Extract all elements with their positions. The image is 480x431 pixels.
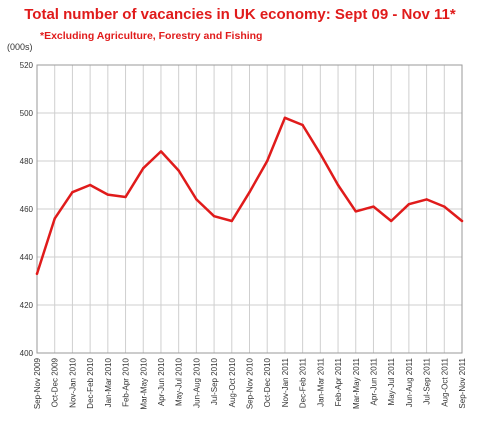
x-tick-label: Mar-May 2011 — [352, 357, 361, 409]
x-tick-label: Sep-Nov 2010 — [246, 357, 255, 409]
data-point — [35, 272, 39, 275]
data-point — [212, 215, 216, 218]
chart-title: Total number of vacancies in UK economy:… — [24, 6, 456, 23]
x-tick-label: Apr-Jun 2010 — [157, 357, 166, 406]
gridlines — [36, 64, 463, 354]
x-tick-label: Feb-Apr 2011 — [334, 357, 343, 406]
data-point — [407, 203, 411, 206]
x-tick-label: Dec-Feb 2010 — [86, 357, 95, 408]
data-point — [460, 219, 464, 223]
x-tick-label: Jan-Mar 2010 — [104, 357, 113, 407]
data-point — [283, 116, 287, 120]
data-point — [301, 123, 304, 127]
x-tick-label: Jun-Aug 2010 — [192, 357, 201, 407]
x-tick-label: Aug-Oct 2011 — [440, 357, 449, 406]
y-tick-label: 520 — [20, 61, 34, 70]
data-point — [230, 219, 233, 223]
x-tick-label: Aug-Oct 2010 — [228, 357, 237, 407]
data-point — [372, 205, 375, 208]
x-tick-label: Feb-Apr 2010 — [122, 357, 131, 406]
x-tick-label: Jul-Sep 2011 — [423, 357, 432, 404]
x-tick-label: Oct-Dec 2010 — [263, 357, 272, 407]
y-tick-label: 440 — [20, 253, 34, 262]
x-tick-label: May-Jul 2011 — [387, 357, 396, 405]
data-point — [319, 152, 322, 155]
y-tick-label: 500 — [20, 109, 34, 118]
y-axis-unit-label: (000s) — [7, 42, 33, 52]
x-tick-label: Sep-Nov 2009 — [33, 357, 42, 409]
data-point — [71, 191, 74, 194]
data-point — [248, 191, 251, 194]
data-point — [124, 195, 127, 199]
x-tick-label: Nov-Jan 2011 — [281, 357, 290, 407]
data-point — [159, 150, 163, 153]
data-point — [195, 198, 198, 201]
plot-area — [36, 64, 463, 354]
x-tick-label: Sep-Nov 2011 — [458, 357, 467, 408]
data-point — [53, 217, 56, 220]
y-axis-ticks: 400 420 440 460 480 500 520 — [20, 61, 34, 358]
series-group — [35, 116, 464, 276]
y-tick-label: 460 — [20, 205, 34, 214]
data-point — [177, 169, 180, 172]
data-point — [142, 167, 145, 170]
x-tick-label: Nov-Jan 2010 — [68, 357, 77, 407]
y-tick-label: 480 — [20, 157, 34, 166]
x-axis-ticks: Sep-Nov 2009 Oct-Dec 2009 Nov-Jan 2010 Dec-… — [33, 357, 467, 409]
data-point — [354, 210, 357, 213]
data-point — [266, 159, 269, 163]
data-point — [88, 183, 92, 187]
x-tick-label: Jul-Sep 2010 — [210, 357, 219, 405]
x-tick-label: Mar-May 2010 — [139, 357, 148, 409]
x-tick-label: Jan-Mar 2011 — [316, 357, 325, 406]
data-point — [389, 219, 393, 223]
x-tick-label: Jun-Aug 2011 — [405, 357, 414, 407]
data-point — [106, 193, 110, 196]
x-tick-label: May-Jul 2010 — [175, 357, 184, 406]
x-tick-label: Oct-Dec 2009 — [51, 357, 60, 407]
y-tick-label: 420 — [20, 301, 34, 310]
data-point — [425, 198, 428, 201]
x-tick-label: Dec-Feb 2011 — [299, 357, 308, 408]
y-tick-label: 400 — [20, 349, 34, 358]
chart-subtitle: *Excluding Agriculture, Forestry and Fis… — [40, 30, 263, 42]
data-point — [336, 183, 340, 187]
x-tick-label: Apr-Jun 2011 — [369, 357, 378, 405]
data-point — [443, 205, 446, 208]
